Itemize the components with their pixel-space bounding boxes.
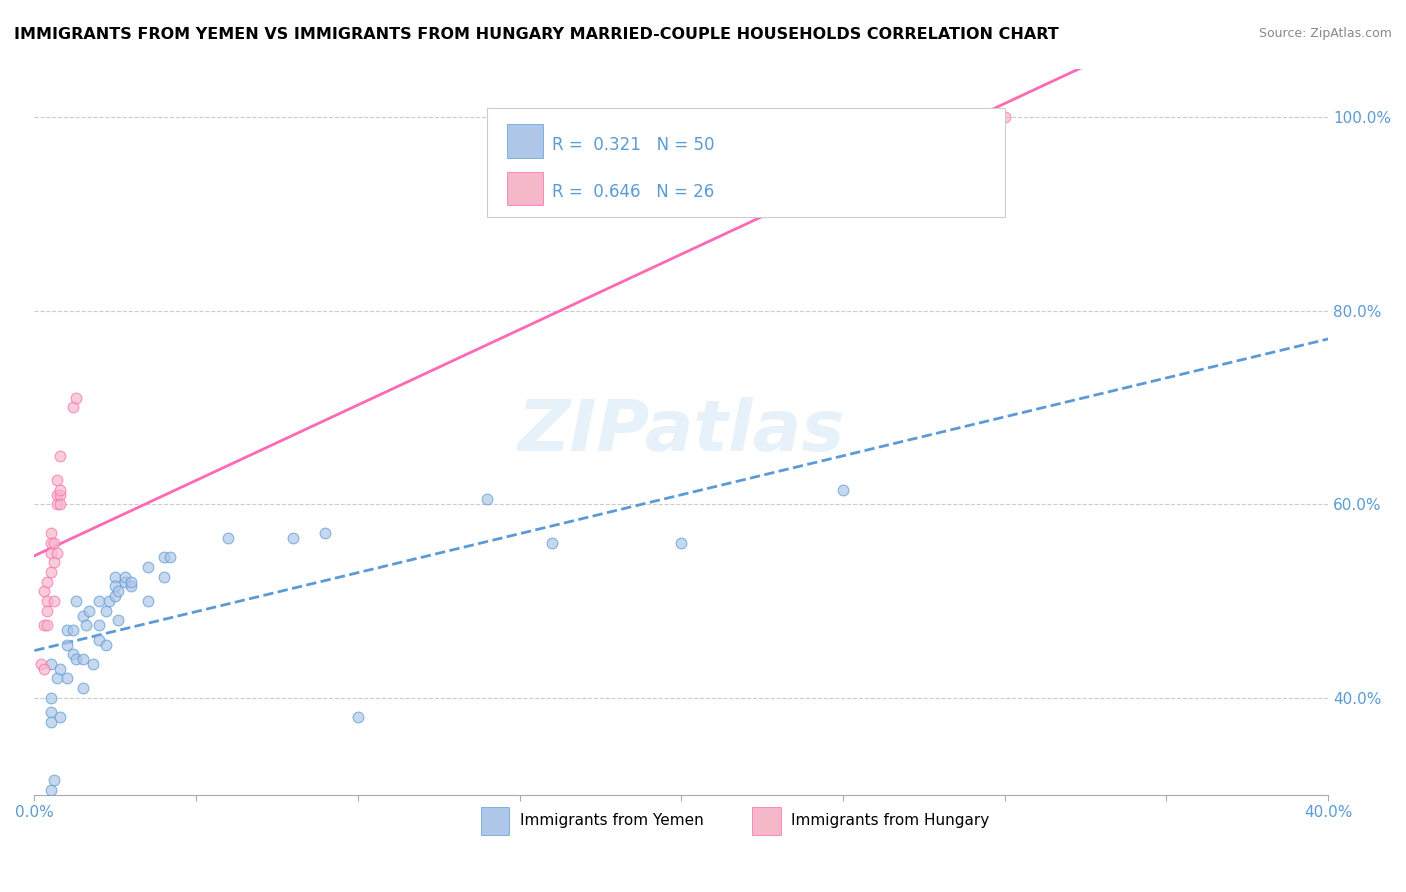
Point bbox=[65, 594, 87, 608]
Text: R =  0.646   N = 26: R = 0.646 N = 26 bbox=[526, 183, 699, 201]
Point bbox=[49, 483, 72, 497]
Point bbox=[120, 574, 142, 589]
Point bbox=[832, 483, 855, 497]
Text: Source: ZipAtlas.com: Source: ZipAtlas.com bbox=[1258, 27, 1392, 40]
Point bbox=[30, 657, 52, 671]
Point bbox=[39, 782, 62, 797]
Point bbox=[671, 536, 693, 550]
Point bbox=[82, 657, 104, 671]
Text: Immigrants from Hungary: Immigrants from Hungary bbox=[792, 813, 990, 828]
Point bbox=[46, 497, 69, 511]
Text: Immigrants from Yemen: Immigrants from Yemen bbox=[520, 813, 703, 828]
Point bbox=[62, 401, 84, 415]
Point bbox=[32, 584, 55, 599]
Point bbox=[39, 545, 62, 559]
Point bbox=[42, 536, 65, 550]
Point bbox=[55, 623, 77, 637]
Point bbox=[46, 545, 69, 559]
Point bbox=[94, 604, 117, 618]
Bar bbox=[506, 171, 543, 205]
Point bbox=[114, 574, 136, 589]
Point bbox=[87, 618, 110, 632]
Point bbox=[136, 594, 159, 608]
Point bbox=[152, 550, 174, 565]
Point bbox=[32, 618, 55, 632]
Point bbox=[39, 526, 62, 541]
Point bbox=[39, 714, 62, 729]
Point bbox=[541, 536, 564, 550]
Point bbox=[136, 560, 159, 574]
Point bbox=[39, 565, 62, 579]
Text: R =  0.646   N = 26: R = 0.646 N = 26 bbox=[553, 183, 714, 201]
Point bbox=[477, 492, 499, 507]
Point bbox=[62, 647, 84, 661]
Point bbox=[37, 594, 59, 608]
Point bbox=[39, 690, 62, 705]
Point bbox=[37, 618, 59, 632]
Point bbox=[32, 662, 55, 676]
Bar bbox=[752, 807, 780, 835]
Point bbox=[39, 657, 62, 671]
Point bbox=[46, 473, 69, 487]
Point bbox=[37, 574, 59, 589]
Point bbox=[104, 570, 127, 584]
Point bbox=[72, 608, 94, 623]
Point bbox=[46, 672, 69, 686]
Point bbox=[994, 110, 1017, 124]
Point bbox=[107, 613, 129, 627]
Bar bbox=[506, 124, 543, 158]
Point bbox=[72, 681, 94, 695]
Point bbox=[104, 589, 127, 603]
Point bbox=[49, 449, 72, 463]
Text: R =  0.321   N = 50: R = 0.321 N = 50 bbox=[526, 136, 699, 153]
Text: ZIPatlas: ZIPatlas bbox=[517, 397, 845, 467]
Point bbox=[94, 638, 117, 652]
Point bbox=[107, 584, 129, 599]
Point bbox=[49, 497, 72, 511]
Point bbox=[46, 487, 69, 501]
Bar bbox=[481, 807, 509, 835]
Point bbox=[49, 710, 72, 724]
Point bbox=[42, 555, 65, 569]
Point bbox=[42, 594, 65, 608]
Point bbox=[39, 536, 62, 550]
Point bbox=[62, 623, 84, 637]
Text: IMMIGRANTS FROM YEMEN VS IMMIGRANTS FROM HUNGARY MARRIED-COUPLE HOUSEHOLDS CORRE: IMMIGRANTS FROM YEMEN VS IMMIGRANTS FROM… bbox=[14, 27, 1059, 42]
Point bbox=[79, 604, 101, 618]
Point bbox=[104, 579, 127, 593]
Point bbox=[55, 638, 77, 652]
FancyBboxPatch shape bbox=[488, 109, 1005, 218]
Point bbox=[75, 618, 97, 632]
Point bbox=[39, 706, 62, 720]
Point bbox=[37, 604, 59, 618]
Point bbox=[120, 579, 142, 593]
Point bbox=[49, 662, 72, 676]
Point bbox=[65, 652, 87, 666]
Point bbox=[346, 710, 368, 724]
Point bbox=[72, 652, 94, 666]
Point bbox=[281, 531, 304, 545]
Text: R =  0.321   N = 50: R = 0.321 N = 50 bbox=[553, 136, 714, 153]
Point bbox=[159, 550, 181, 565]
Point bbox=[55, 672, 77, 686]
Point bbox=[65, 391, 87, 405]
Point bbox=[87, 594, 110, 608]
Point bbox=[217, 531, 239, 545]
Point bbox=[42, 773, 65, 788]
Point bbox=[152, 570, 174, 584]
Point bbox=[97, 594, 120, 608]
Point bbox=[87, 632, 110, 647]
Point bbox=[314, 526, 336, 541]
Point bbox=[49, 487, 72, 501]
Point bbox=[114, 570, 136, 584]
